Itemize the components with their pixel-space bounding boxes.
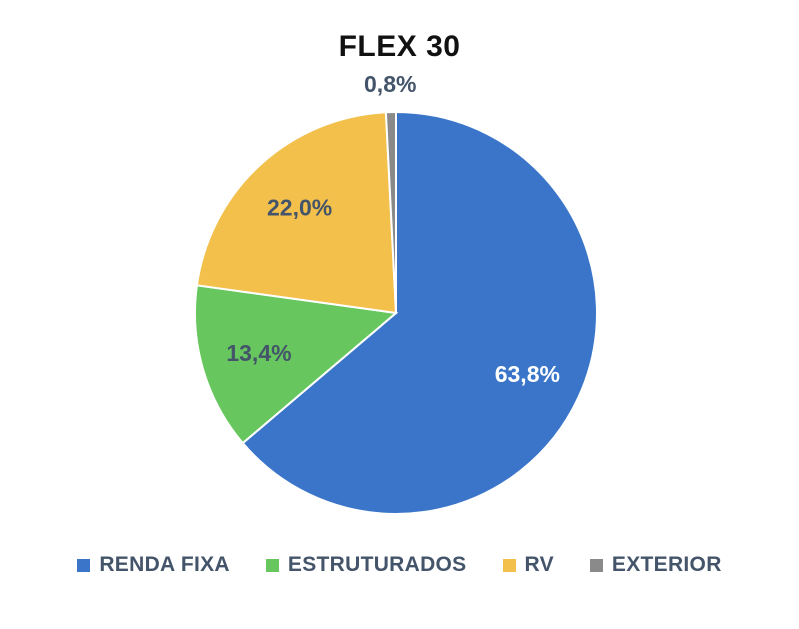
legend-swatch [502,558,516,572]
pie-slice-renda-fixa [241,110,598,515]
legend-label: EXTERIOR [611,553,722,576]
legend-label: RENDA FIXA [99,553,230,576]
data-label-renda-fixa: 63,8% [495,361,560,387]
legend-label: ESTRUTURADOS [287,553,467,576]
pie-slice-exterior [384,110,397,314]
data-label-rv: 22,0% [267,195,332,221]
legend-swatch [265,558,279,572]
legend-swatch [589,558,603,572]
legend: RENDA FIXA ESTRUTURADOS RV EXTERIOR [0,553,799,577]
legend-item-rv: RV [502,553,554,577]
legend-item-exterior: EXTERIOR [589,553,722,577]
legend-item-renda-fixa: RENDA FIXA [77,553,230,577]
legend-label: RV [524,553,554,576]
chart-title: FLEX 30 [338,30,461,63]
pie-slice-rv [195,111,398,315]
legend-item-estruturados: ESTRUTURADOS [265,553,467,577]
pie-slice-estruturados [194,284,399,445]
legend-swatch [77,558,91,572]
data-label-estruturados: 13,4% [226,340,291,366]
data-label-exterior: 0,8% [364,71,416,97]
